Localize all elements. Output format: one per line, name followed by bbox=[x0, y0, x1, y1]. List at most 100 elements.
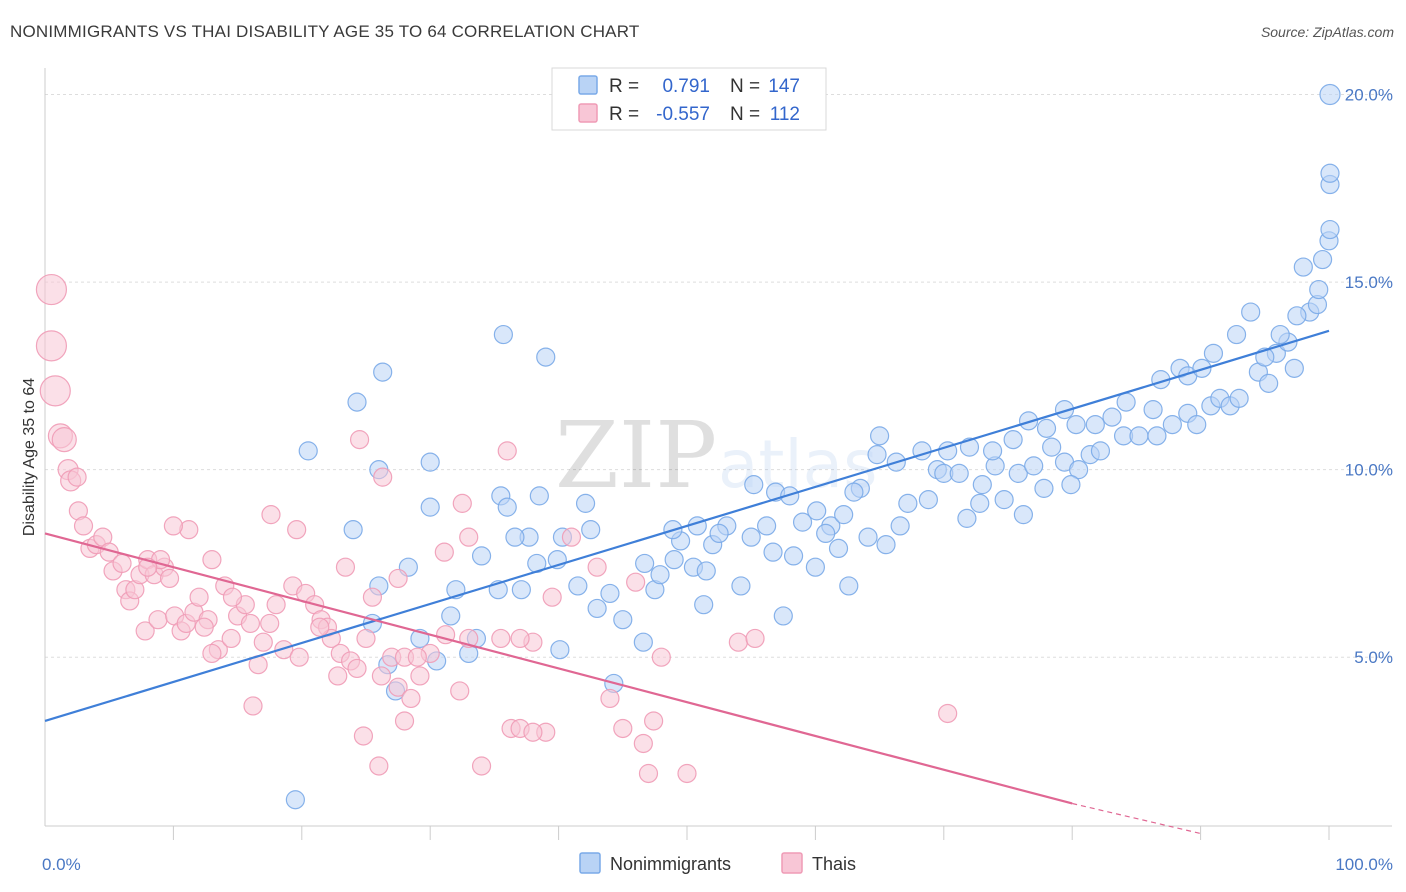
data-point bbox=[763, 542, 783, 562]
data-point bbox=[542, 587, 562, 607]
data-point bbox=[163, 516, 183, 536]
data-point bbox=[347, 658, 367, 679]
data-point bbox=[638, 763, 659, 784]
data-point bbox=[388, 677, 408, 697]
data-point bbox=[497, 497, 517, 517]
y-tick-label: 15.0% bbox=[1345, 273, 1393, 292]
data-point bbox=[343, 520, 363, 540]
data-point bbox=[298, 441, 318, 461]
legend-n-label: N = bbox=[730, 104, 760, 125]
data-point bbox=[371, 666, 392, 686]
data-point bbox=[35, 330, 68, 362]
data-point bbox=[731, 576, 751, 596]
data-point bbox=[898, 493, 918, 513]
data-point bbox=[1066, 415, 1086, 435]
data-point bbox=[356, 628, 376, 649]
data-point bbox=[957, 508, 977, 528]
trend-lines bbox=[44, 329, 1330, 835]
data-point bbox=[73, 516, 94, 536]
data-point bbox=[613, 610, 633, 630]
x-tick-label: 0.0% bbox=[42, 855, 81, 874]
data-point bbox=[285, 790, 305, 810]
data-point bbox=[510, 628, 530, 649]
data-point bbox=[221, 628, 241, 649]
data-point bbox=[1320, 219, 1340, 240]
data-point bbox=[410, 666, 430, 686]
data-point bbox=[347, 392, 367, 412]
data-point bbox=[349, 430, 370, 450]
legend-n-label: N = bbox=[730, 76, 760, 97]
bottom-legend: Nonimmigrants Thais bbox=[579, 852, 856, 874]
data-point bbox=[972, 475, 992, 495]
data-point bbox=[1008, 463, 1028, 483]
data-point bbox=[600, 688, 620, 709]
data-point bbox=[353, 726, 374, 746]
data-point bbox=[420, 452, 440, 472]
source-label: Source: ZipAtlas.com bbox=[1260, 24, 1394, 40]
data-point bbox=[373, 467, 393, 487]
data-point bbox=[189, 587, 209, 607]
data-point bbox=[1129, 426, 1149, 446]
data-point bbox=[651, 647, 671, 667]
data-point bbox=[633, 632, 653, 652]
data-point bbox=[240, 613, 261, 634]
bottom-legend-swatch-nonimmigrants bbox=[579, 852, 601, 874]
data-point bbox=[1090, 441, 1111, 461]
data-point bbox=[780, 486, 800, 506]
data-point bbox=[644, 711, 664, 731]
data-point bbox=[1147, 426, 1167, 446]
data-point bbox=[434, 542, 454, 562]
data-point bbox=[1293, 257, 1313, 277]
data-point bbox=[839, 576, 859, 596]
data-point bbox=[1085, 415, 1105, 435]
data-point bbox=[613, 718, 633, 739]
data-point bbox=[369, 756, 389, 776]
y-tick-label: 20.0% bbox=[1345, 86, 1393, 105]
legend-r-label: R = bbox=[609, 76, 639, 97]
data-point bbox=[1241, 302, 1261, 322]
data-point bbox=[626, 572, 646, 592]
trend-line-extension bbox=[1072, 802, 1201, 835]
data-point bbox=[452, 493, 472, 513]
trend-line-nonimmigrants bbox=[44, 329, 1330, 723]
data-point bbox=[266, 595, 286, 615]
data-point bbox=[568, 576, 588, 596]
legend: R = 0.791 N = 147 R = -0.557 N = 112 bbox=[551, 67, 827, 131]
data-point bbox=[982, 441, 1003, 461]
data-point bbox=[694, 595, 714, 615]
data-point bbox=[890, 516, 910, 536]
legend-r-value: -0.557 bbox=[656, 104, 710, 125]
data-point bbox=[471, 546, 492, 566]
data-point bbox=[505, 527, 525, 547]
data-point bbox=[773, 606, 793, 626]
data-point bbox=[401, 688, 421, 709]
data-point bbox=[677, 763, 697, 784]
data-point bbox=[918, 490, 938, 510]
data-point bbox=[834, 505, 854, 525]
data-point bbox=[587, 557, 607, 577]
data-point bbox=[1226, 324, 1247, 345]
data-point bbox=[550, 640, 570, 660]
legend-swatch-nonimmigrants bbox=[578, 75, 598, 95]
data-point bbox=[1024, 456, 1044, 476]
data-point bbox=[650, 565, 670, 585]
data-point bbox=[420, 497, 440, 517]
data-point bbox=[321, 628, 341, 649]
data-point bbox=[51, 427, 77, 453]
data-point bbox=[274, 640, 294, 660]
watermark: ZIP atlas bbox=[555, 402, 878, 509]
data-point bbox=[261, 505, 281, 525]
data-point bbox=[159, 568, 180, 589]
legend-r-label: R = bbox=[609, 104, 639, 125]
data-point bbox=[441, 606, 461, 626]
data-point bbox=[867, 445, 887, 465]
data-point bbox=[745, 628, 765, 649]
data-point bbox=[994, 490, 1014, 510]
data-point bbox=[388, 568, 408, 589]
data-point bbox=[1013, 505, 1034, 525]
data-point bbox=[1259, 373, 1279, 393]
legend-n-value: 147 bbox=[768, 76, 800, 97]
data-point bbox=[575, 493, 596, 513]
data-point bbox=[1018, 411, 1039, 431]
